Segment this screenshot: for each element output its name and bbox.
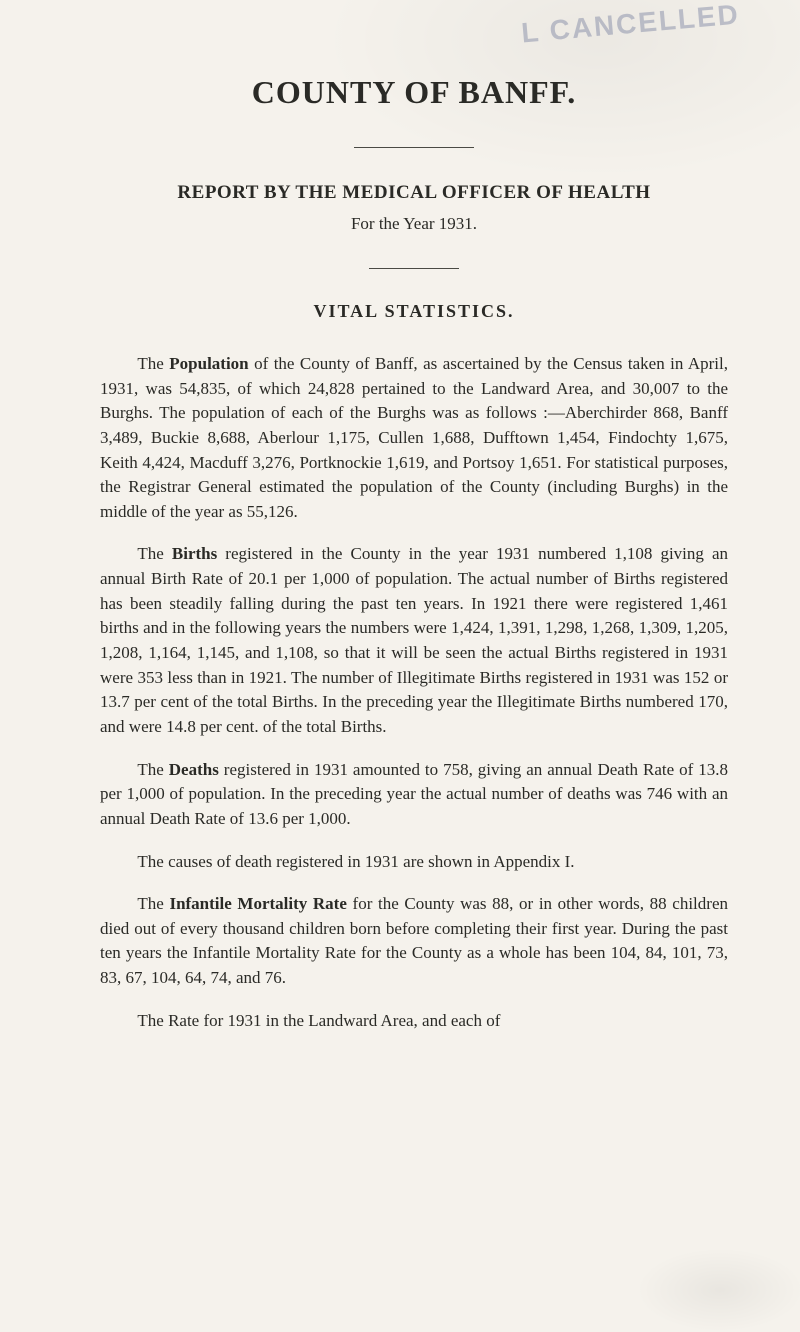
paragraph-population: The Population of the County of Banff, a… xyxy=(100,352,728,524)
paragraph-deaths: The Deaths registered in 1931 amounted t… xyxy=(100,758,728,832)
report-heading: REPORT BY THE MEDICAL OFFICER OF HEALTH xyxy=(100,182,728,204)
divider-rule xyxy=(354,147,474,148)
document-title: COUNTY OF BANFF. xyxy=(100,74,728,111)
paragraph-causes: The causes of death registered in 1931 a… xyxy=(100,850,728,875)
section-heading: VITAL STATISTICS. xyxy=(100,301,728,322)
report-year-line: For the Year 1931. xyxy=(100,214,728,234)
scanned-page: L CANCELLED COUNTY OF BANFF. REPORT BY T… xyxy=(0,0,800,1332)
paragraph-continuation: The Rate for 1931 in the Landward Area, … xyxy=(100,1009,728,1034)
stamp-text: L CANCELLED xyxy=(520,0,741,48)
cancelled-stamp: L CANCELLED xyxy=(520,0,741,49)
paragraph-births: The Births registered in the County in t… xyxy=(100,542,728,739)
paragraph-infantile-mortality: The Infantile Mortality Rate for the Cou… xyxy=(100,892,728,991)
divider-rule-small xyxy=(369,268,459,269)
